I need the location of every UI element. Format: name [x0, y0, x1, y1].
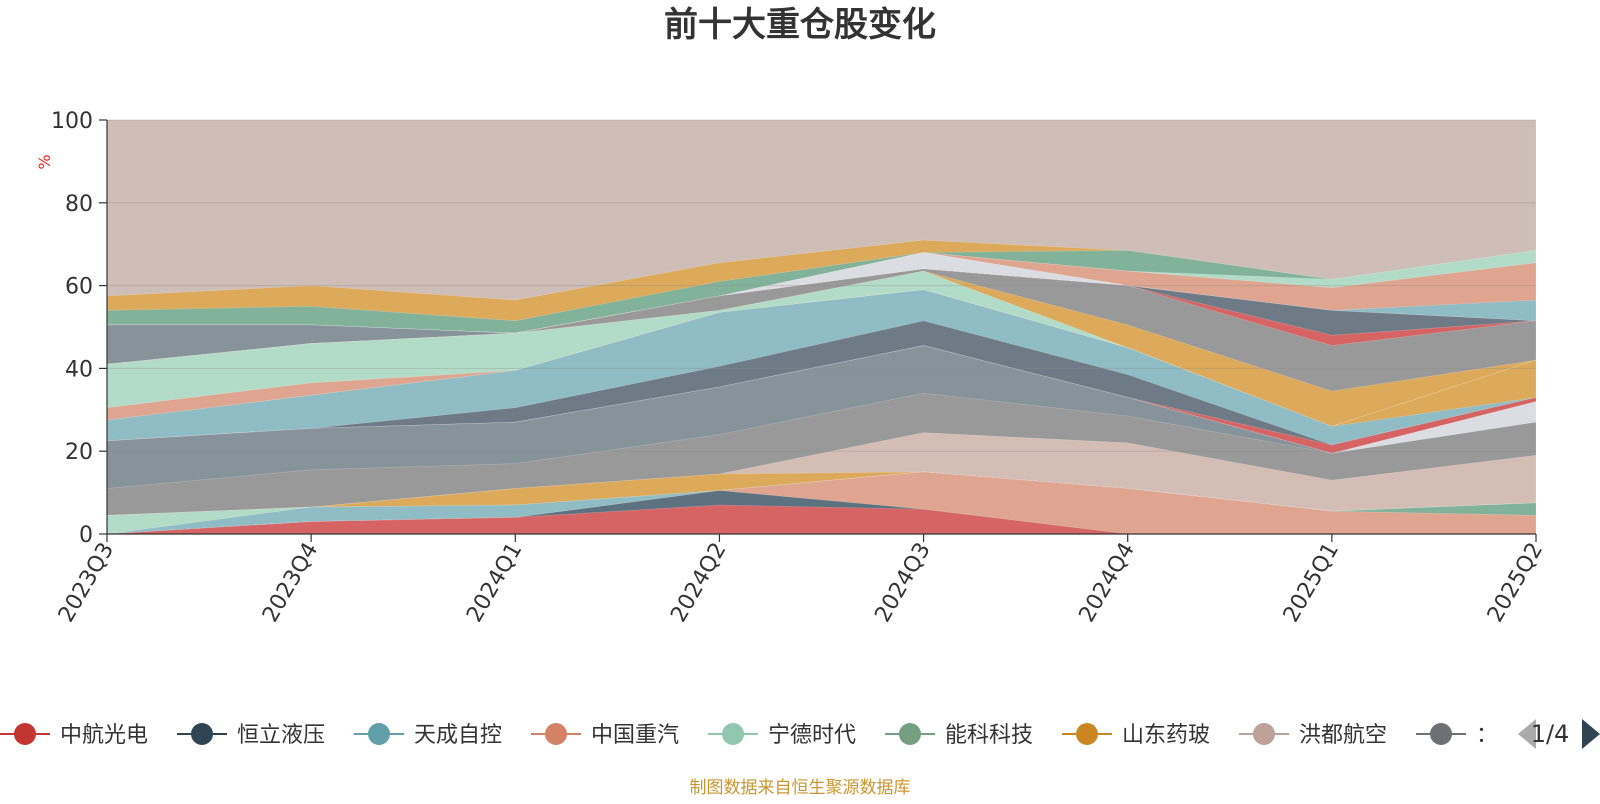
legend-label: 能科科技	[945, 723, 1033, 748]
legend: 中航光电 恒立液压 天成自控 中国重汽 宁德时代 能科科技 山东药玻 洪都航空 ：	[0, 723, 1498, 748]
legend-item[interactable]: 天成自控	[354, 723, 502, 748]
legend-label: 洪都航空	[1299, 723, 1387, 748]
legend-marker-icon	[1076, 723, 1098, 745]
legend-item[interactable]: 洪都航空	[1239, 723, 1387, 748]
legend-page-indicator: 1/4	[1531, 720, 1570, 748]
legend-next-icon[interactable]	[1582, 719, 1600, 749]
legend-label: 山东药玻	[1122, 723, 1210, 748]
y-tick-label: 80	[65, 192, 93, 217]
legend-label: 恒立液压	[237, 723, 325, 748]
y-tick-label: 20	[65, 440, 93, 465]
legend-label: 天成自控	[414, 723, 502, 748]
legend-marker-icon	[1430, 723, 1452, 745]
y-tick-label: 100	[51, 109, 93, 134]
legend-item[interactable]: ：	[1416, 723, 1498, 748]
legend-label: ：	[1476, 723, 1498, 748]
legend-marker-icon	[14, 723, 36, 745]
legend-marker-icon	[722, 723, 744, 745]
x-tick-label: 2024Q1	[462, 539, 527, 627]
chart-title: 前十大重仓股变化	[664, 5, 936, 45]
y-tick-label: 40	[65, 357, 93, 382]
legend-marker-icon	[191, 723, 213, 745]
legend-marker-icon	[545, 723, 567, 745]
legend-label: 中航光电	[60, 723, 148, 748]
legend-marker-icon	[899, 723, 921, 745]
legend-item[interactable]: 恒立液压	[177, 723, 325, 748]
plot-area	[106, 119, 1537, 535]
x-tick-label: 2024Q2	[666, 539, 731, 627]
legend-item[interactable]: 宁德时代	[708, 723, 856, 748]
grid-lines	[107, 119, 1536, 452]
legend-item[interactable]: 山东药玻	[1062, 723, 1210, 748]
x-tick-label: 2024Q4	[1075, 539, 1140, 627]
data-source-note: 制图数据来自恒生聚源数据库	[690, 778, 911, 798]
x-tick-label: 2024Q3	[870, 539, 935, 627]
x-tick-label: 2025Q2	[1483, 539, 1548, 627]
x-tick-label: 2023Q4	[258, 539, 323, 627]
legend-item[interactable]: 中国重汽	[531, 723, 679, 748]
legend-item[interactable]: 中航光电	[0, 723, 148, 748]
x-tick-label: 2025Q1	[1279, 539, 1344, 627]
legend-marker-icon	[1253, 723, 1275, 745]
y-axis-unit: %	[35, 154, 54, 169]
y-tick-label: 60	[65, 275, 93, 300]
y-tick-label: 0	[79, 523, 93, 548]
legend-label: 中国重汽	[591, 723, 679, 748]
x-tick-label: 2023Q3	[54, 539, 119, 627]
legend-prev-icon[interactable]	[1518, 719, 1536, 749]
legend-pager: 1/4	[1518, 719, 1600, 749]
legend-item[interactable]: 能科科技	[885, 723, 1033, 748]
legend-label: 宁德时代	[768, 723, 856, 748]
legend-marker-icon	[368, 723, 390, 745]
